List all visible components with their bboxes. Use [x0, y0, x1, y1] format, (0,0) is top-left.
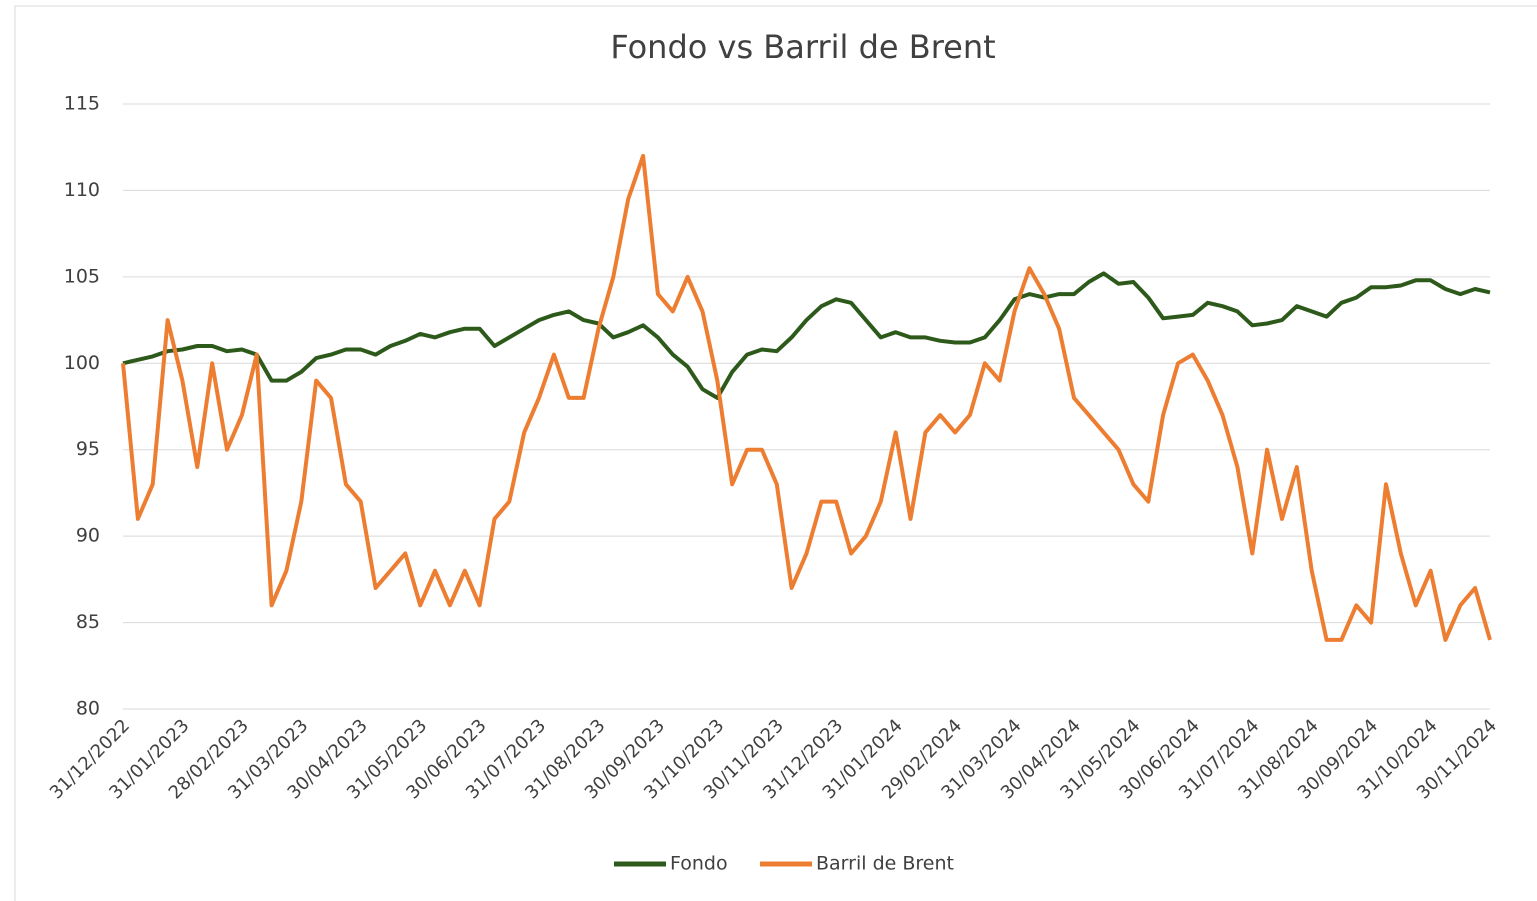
y-tick-label: 90	[76, 525, 100, 547]
chart-title: Fondo vs Barril de Brent	[610, 28, 995, 66]
y-tick-label: 110	[64, 179, 100, 201]
series-line	[122, 271, 1491, 400]
series-line	[121, 153, 1492, 642]
y-tick-label: 95	[76, 438, 100, 460]
legend-label: Barril de Brent	[816, 853, 954, 875]
legend-label: Fondo	[670, 853, 728, 875]
y-tick-label: 100	[64, 352, 100, 374]
y-tick-label: 105	[64, 265, 100, 287]
y-tick-label: 85	[76, 611, 100, 633]
y-tick-label: 80	[76, 698, 100, 720]
y-tick-label: 115	[64, 93, 100, 115]
chart-frame	[14, 5, 1537, 901]
